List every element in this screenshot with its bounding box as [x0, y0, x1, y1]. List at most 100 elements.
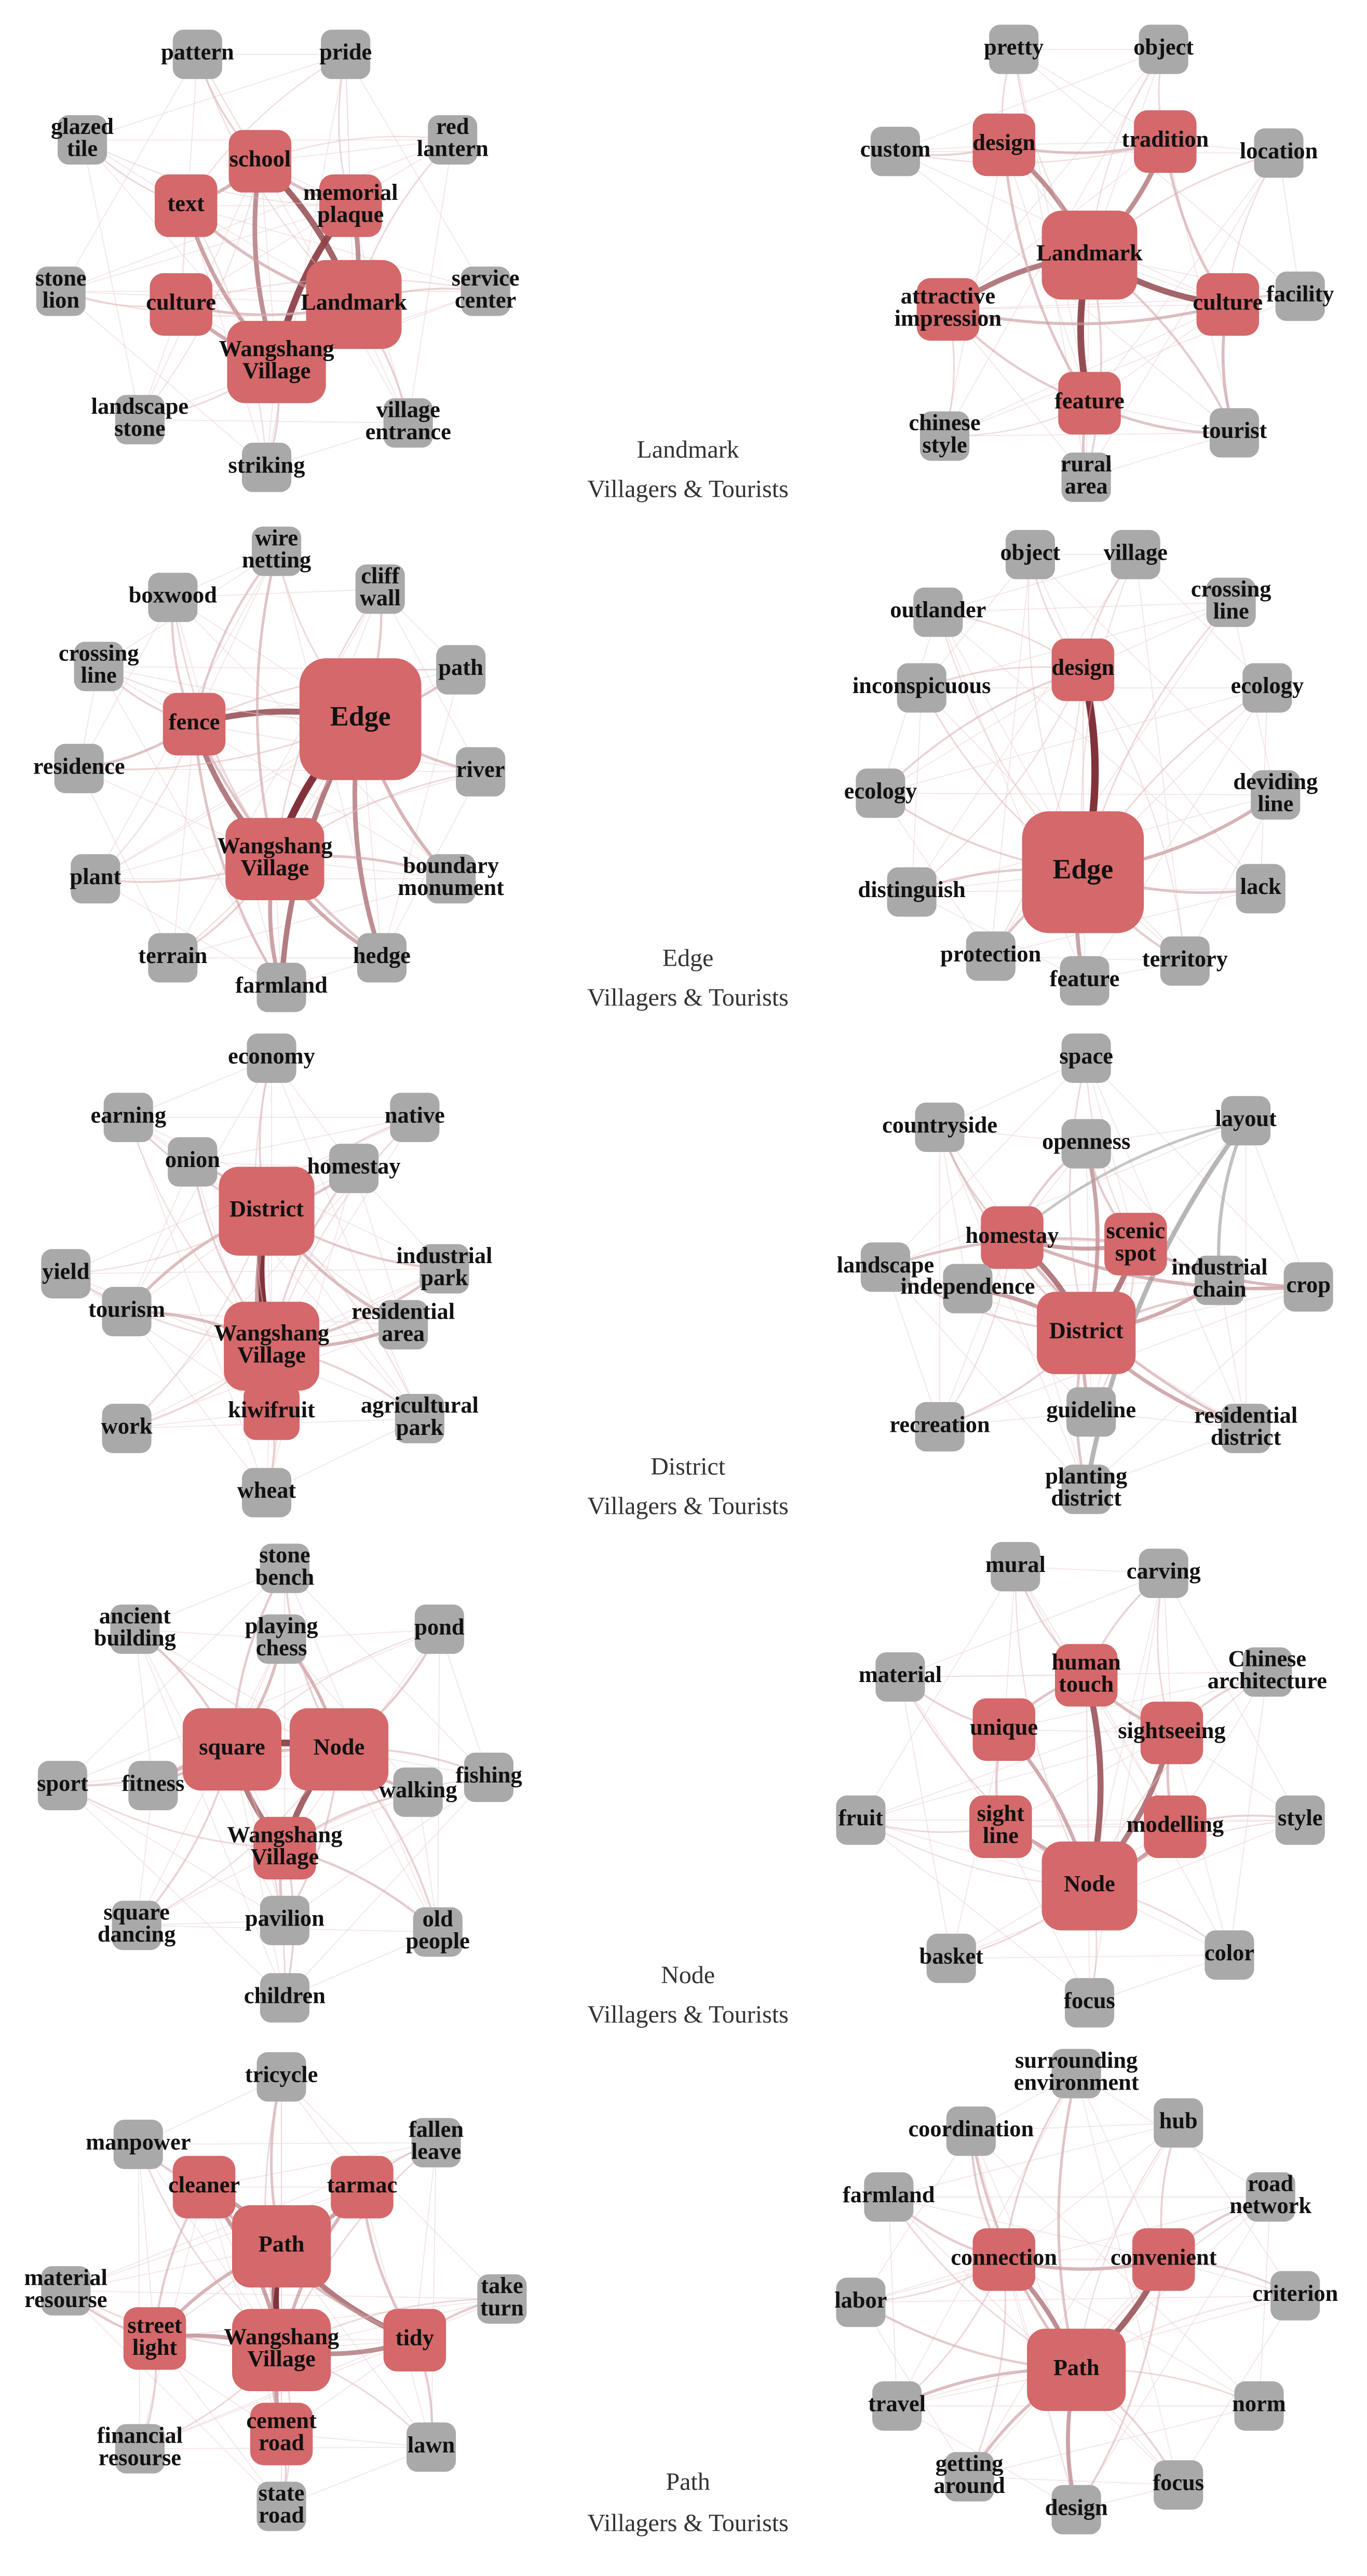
node-path: Path	[1027, 2328, 1126, 2411]
node-guideline: guideline	[1046, 1387, 1136, 1437]
node-label: wire netting	[242, 525, 311, 573]
node-label: industrial park	[396, 1242, 492, 1291]
node-label-line: sight	[977, 1800, 1024, 1826]
node-mural: mural	[985, 1542, 1046, 1592]
peripheral-node-box	[115, 395, 165, 444]
path-caption-title: Path	[666, 2468, 710, 2496]
peripheral-node-box	[1221, 1096, 1271, 1146]
node-label: countryside	[882, 1112, 997, 1138]
node-pond: pond	[414, 1604, 465, 1654]
edge-faint	[939, 1127, 968, 1289]
edge-faint	[95, 878, 282, 988]
node-label-line: territory	[1142, 945, 1228, 971]
node-path: Path	[232, 2205, 331, 2288]
node-label-line: object	[1133, 34, 1194, 60]
node-label: color	[1204, 1940, 1254, 1965]
edge-faint	[880, 669, 1084, 794]
node-label: District	[229, 1196, 304, 1222]
node-label: sightseeing	[1118, 1717, 1225, 1743]
node-label: coordination	[908, 2116, 1034, 2141]
edge-faint	[951, 1954, 1230, 1959]
node-wheat: wheat	[237, 1468, 296, 1517]
node-farmland: farmland	[235, 962, 328, 1012]
peripheral-node-box	[1051, 2485, 1101, 2534]
peripheral-node-box	[256, 2482, 306, 2531]
node-label-line: bench	[255, 1564, 315, 1590]
node-label-line: plant	[70, 863, 121, 889]
node-focus: focus	[1153, 2460, 1204, 2510]
node-label-line: deviding	[1233, 768, 1318, 794]
node-fitness: fitness	[121, 1760, 184, 1810]
node-label-line: line	[1213, 598, 1249, 624]
node-label: red lantern	[417, 113, 489, 161]
node-label-line: cement	[246, 2407, 317, 2433]
node-label: independence	[901, 1273, 1035, 1299]
node-label-line: tradition	[1122, 126, 1209, 152]
node-label: cleaner	[168, 2172, 240, 2198]
edge-faint	[911, 688, 923, 892]
node-label: material	[859, 1661, 942, 1687]
node-work: work	[101, 1404, 153, 1454]
landmark-caption-subtitle: Villagers & Tourists	[587, 475, 789, 503]
node-square_dancing: square dancing	[98, 1899, 175, 1950]
edge-faint	[134, 1629, 154, 1786]
node-label-line: Edge	[1053, 853, 1114, 885]
node-label: criterion	[1252, 2280, 1338, 2306]
core-node-box	[228, 130, 292, 193]
node-label: terrain	[138, 942, 207, 968]
node-children: children	[244, 1973, 326, 2023]
core-node-box	[1041, 210, 1138, 300]
node-culture: culture	[146, 273, 216, 336]
node-label: crossing line	[1191, 576, 1271, 624]
peripheral-node-box	[1061, 1033, 1111, 1083]
node-landscape: landscape stone	[91, 393, 188, 444]
node-label-line: wire	[255, 525, 298, 551]
node-label: tarmac	[327, 2172, 398, 2198]
node-label: tidy	[396, 2325, 434, 2351]
edge-faint	[911, 554, 1136, 892]
node-state: state road	[256, 2480, 306, 2531]
node-label-line: fallen	[409, 2116, 464, 2142]
edge-faint	[1076, 2197, 1271, 2510]
edge-caption-title: Edge	[662, 944, 714, 972]
node-label-line: chain	[1193, 1276, 1247, 1302]
node-label: inconspicuous	[852, 672, 991, 698]
node-label: focus	[1064, 1987, 1115, 2013]
edge-faint	[1015, 1566, 1230, 1956]
node-crop: crop	[1283, 1262, 1333, 1312]
peripheral-node-box	[915, 1102, 965, 1152]
node-label: lawn	[408, 2432, 455, 2458]
node-label: tourist	[1202, 417, 1267, 443]
edge-faint	[1086, 1120, 1246, 1145]
node-label: kiwifruit	[228, 1397, 315, 1422]
node-label-line: park	[421, 1265, 468, 1291]
edge-faint	[900, 1677, 952, 1959]
node-label: ecology	[844, 778, 917, 804]
peripheral-node-box	[256, 962, 306, 1012]
node-label-line: crop	[1286, 1271, 1331, 1297]
edge-faint	[78, 597, 173, 769]
peripheral-node-box	[54, 743, 104, 793]
node-custom: custom	[860, 127, 931, 177]
node-label: crop	[1286, 1271, 1331, 1297]
edge-faint	[880, 792, 1276, 796]
node-label-line: work	[101, 1413, 153, 1439]
node-school: school	[228, 130, 292, 193]
node-label-line: earning	[91, 1102, 167, 1128]
peripheral-node-box	[260, 1543, 309, 1593]
edge-faint	[61, 205, 351, 292]
node-label-line: resourse	[99, 2444, 181, 2470]
node-label: landscape stone	[91, 393, 188, 441]
node-label-line: countryside	[882, 1112, 997, 1138]
node-take: take turn	[477, 2272, 527, 2324]
node-label: space	[1059, 1042, 1113, 1068]
node-label-line: custom	[860, 136, 931, 162]
node-earning: earning	[91, 1092, 167, 1142]
node-connection: connection	[951, 2228, 1057, 2291]
node-label-line: hub	[1159, 2107, 1198, 2133]
edge-faint	[860, 2295, 1295, 2303]
peripheral-node-box	[413, 1907, 463, 1957]
peripheral-node-box	[102, 1286, 152, 1336]
peripheral-node-box	[836, 1795, 886, 1845]
edge-faint	[1245, 1120, 1309, 1287]
